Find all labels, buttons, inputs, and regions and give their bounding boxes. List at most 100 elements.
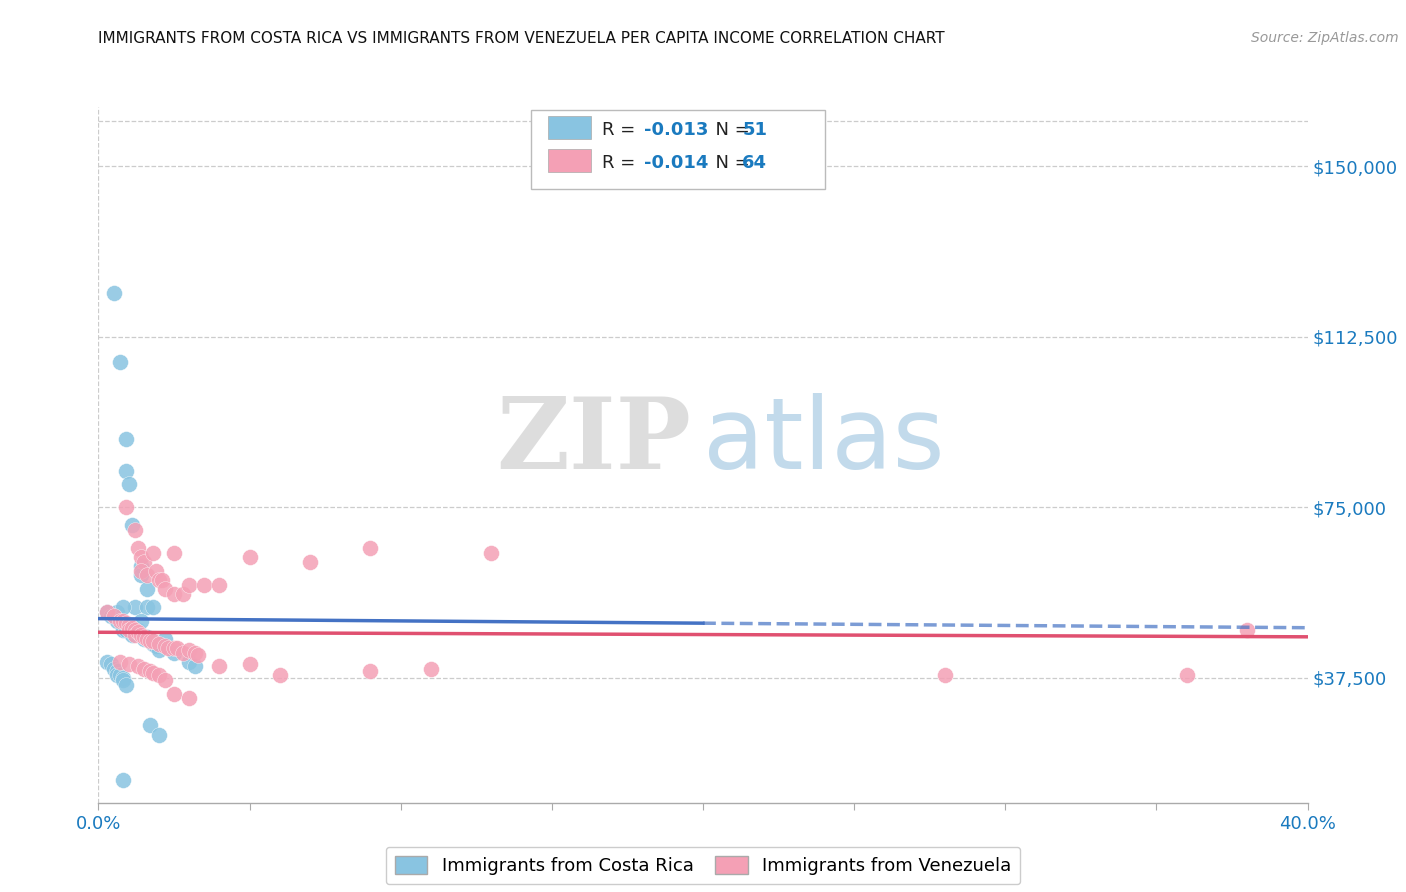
Point [934, 668, 956, 682]
Point [269, 668, 291, 682]
Point [163, 646, 186, 660]
Point [193, 577, 215, 591]
Point [208, 577, 231, 591]
Point [118, 657, 141, 672]
Point [172, 646, 194, 660]
Point [105, 668, 128, 682]
Point [103, 662, 125, 676]
Point [111, 616, 134, 631]
Point [100, 609, 122, 624]
Point [105, 605, 128, 619]
Point [148, 573, 170, 587]
Point [108, 614, 131, 628]
Point [105, 614, 128, 628]
Point [163, 586, 186, 600]
Point [118, 477, 141, 491]
Point [129, 550, 152, 565]
Point [111, 614, 134, 628]
Point [153, 673, 176, 687]
Point [239, 657, 262, 672]
Point [114, 464, 136, 478]
Point [135, 630, 157, 644]
Text: -0.014: -0.014 [644, 154, 709, 172]
Point [179, 577, 201, 591]
Point [121, 518, 143, 533]
Point [179, 643, 201, 657]
Point [121, 618, 143, 632]
Point [129, 627, 152, 641]
Point [108, 612, 131, 626]
Point [148, 637, 170, 651]
Point [135, 600, 157, 615]
Point [111, 623, 134, 637]
Point [114, 677, 136, 691]
Point [420, 662, 443, 676]
Point [360, 664, 382, 678]
Point [103, 609, 125, 624]
Point [114, 432, 136, 446]
Point [163, 687, 186, 701]
Point [114, 500, 136, 515]
Point [142, 600, 165, 615]
Point [129, 568, 152, 582]
Point [184, 659, 207, 673]
Point [142, 634, 165, 648]
Point [153, 632, 176, 646]
Point [239, 550, 262, 565]
Point [360, 541, 382, 556]
Point [111, 773, 134, 788]
Point [156, 641, 179, 656]
Point [148, 728, 170, 742]
Text: -0.013: -0.013 [644, 121, 709, 139]
Text: 64: 64 [742, 154, 768, 172]
Point [132, 632, 155, 646]
Point [179, 655, 201, 669]
Point [124, 627, 146, 641]
Point [142, 666, 165, 681]
Point [103, 609, 125, 624]
Point [96, 605, 118, 619]
Point [111, 673, 134, 687]
Point [299, 555, 322, 569]
Point [179, 691, 201, 706]
Point [150, 573, 173, 587]
Point [135, 568, 157, 582]
Legend: Immigrants from Costa Rica, Immigrants from Venezuela: Immigrants from Costa Rica, Immigrants f… [385, 847, 1021, 884]
Point [124, 600, 146, 615]
Text: Source: ZipAtlas.com: Source: ZipAtlas.com [1251, 31, 1399, 45]
Point [118, 623, 141, 637]
Point [153, 582, 176, 596]
Point [1236, 623, 1258, 637]
Point [108, 655, 131, 669]
Point [142, 546, 165, 560]
Point [100, 657, 122, 672]
Point [124, 623, 146, 637]
Text: R =: R = [602, 121, 641, 139]
Point [139, 632, 162, 646]
Point [145, 639, 167, 653]
Point [127, 625, 149, 640]
Point [111, 671, 134, 685]
Point [187, 648, 209, 662]
Point [148, 643, 170, 657]
Point [1175, 668, 1198, 682]
Point [118, 618, 141, 632]
Point [96, 605, 118, 619]
Point [114, 616, 136, 631]
Point [163, 546, 186, 560]
Point [145, 564, 167, 578]
Point [208, 659, 231, 673]
Point [121, 627, 143, 641]
Point [118, 618, 141, 632]
Point [121, 621, 143, 635]
Point [96, 655, 118, 669]
Point [166, 641, 188, 656]
Text: atlas: atlas [703, 392, 945, 490]
Point [132, 630, 155, 644]
Point [139, 718, 162, 732]
Point [111, 600, 134, 615]
Point [148, 668, 170, 682]
Point [129, 564, 152, 578]
Point [124, 623, 146, 637]
Point [108, 668, 131, 682]
